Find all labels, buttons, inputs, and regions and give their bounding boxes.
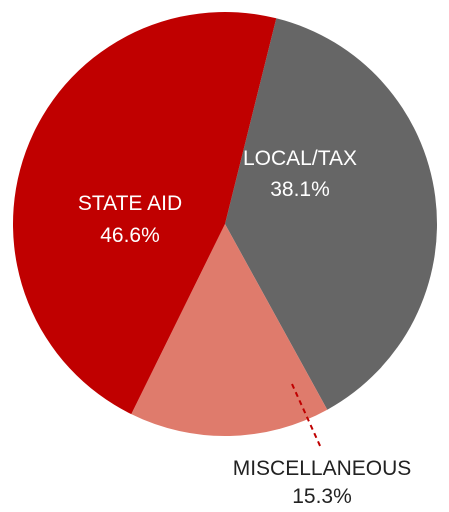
slice-value-local-tax: 38.1% [270, 178, 330, 201]
pie-slices [13, 11, 437, 436]
miscellaneous-leader-line [291, 383, 322, 449]
slice-value-state-aid: 46.6% [100, 224, 160, 247]
slice-label-state-aid: STATE AID [78, 192, 182, 215]
slice-value-miscellaneous: 15.3% [292, 485, 352, 508]
pie-slice-miscellaneous [131, 224, 328, 436]
pie-slice-state-aid [13, 11, 277, 415]
slice-label-miscellaneous: MISCELLANEOUS [233, 457, 412, 480]
pie-labels: LOCAL/TAX 38.1% STATE AID 46.6% MISCELLA… [78, 147, 411, 508]
slice-label-local-tax: LOCAL/TAX [243, 147, 357, 170]
pie-slice-local-tax [225, 18, 437, 410]
